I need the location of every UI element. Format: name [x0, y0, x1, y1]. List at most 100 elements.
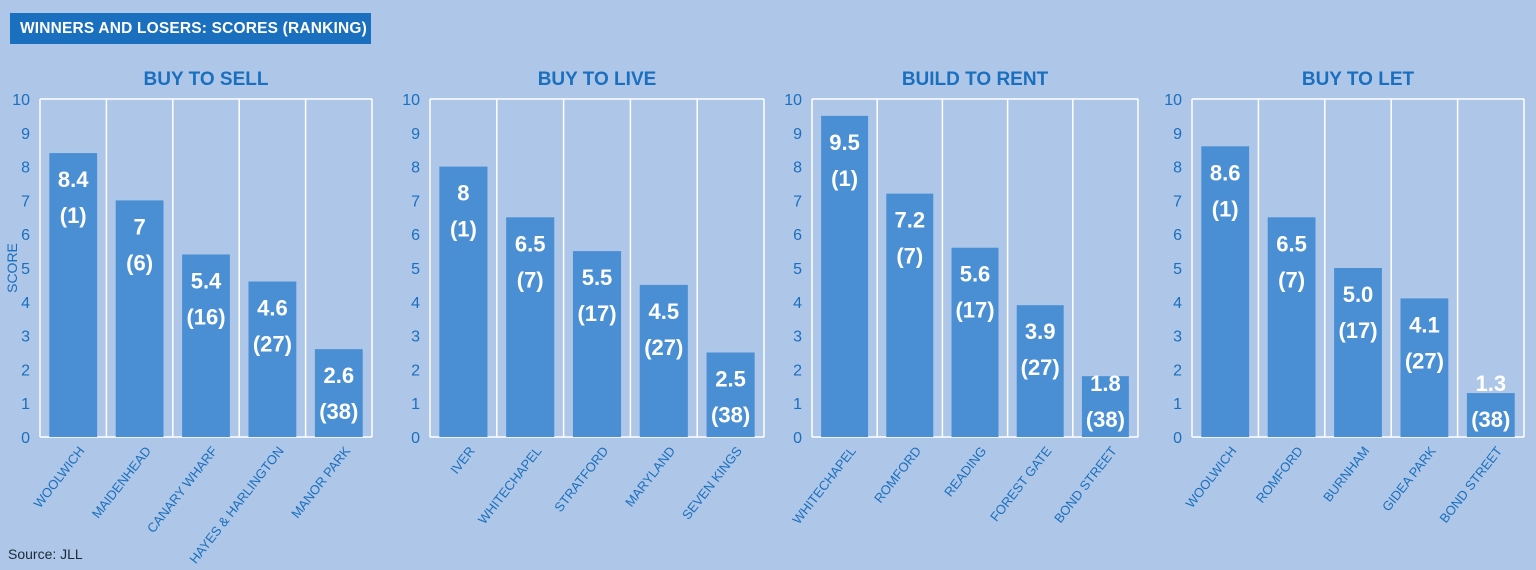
x-tick-label: MARYLAND: [622, 444, 678, 510]
bar-value-label: 7: [133, 214, 145, 239]
bar-value-label: 9.5: [829, 130, 860, 155]
x-tick-label: IVER: [447, 444, 478, 477]
y-tick-label: 2: [1173, 362, 1182, 379]
bar-rank-label: (1): [1212, 196, 1239, 221]
y-tick-label: 1: [1173, 396, 1182, 413]
y-tick-label: 8: [21, 160, 30, 177]
y-tick-label: 5: [793, 261, 802, 278]
y-tick-label: 4: [1173, 295, 1182, 312]
bar-value-label: 5.4: [191, 268, 222, 293]
bar: [639, 284, 688, 437]
bar-rank-label: (38): [711, 403, 750, 428]
x-tick-label: SEVEN KINGS: [679, 443, 745, 522]
bar-rank-label: (7): [517, 267, 544, 292]
bar-rank-label: (38): [1086, 407, 1125, 432]
bar-value-label: 8.6: [1210, 160, 1241, 185]
chart-title: BUILD TO RENT: [902, 69, 1049, 90]
bar-value-label: 5.6: [960, 262, 991, 287]
bar: [248, 281, 297, 437]
y-tick-label: 7: [793, 193, 802, 210]
bar: [1267, 217, 1316, 437]
y-tick-label: 7: [21, 193, 30, 210]
y-tick-label: 3: [21, 329, 30, 346]
y-tick-label: 0: [21, 430, 30, 447]
bar-value-label: 4.6: [257, 296, 288, 321]
bar: [1400, 298, 1449, 437]
bar-rank-label: (27): [1405, 348, 1444, 373]
y-tick-label: 8: [411, 160, 420, 177]
bar-rank-label: (17): [1338, 318, 1377, 343]
bar-value-label: 6.5: [515, 231, 546, 256]
y-tick-label: 2: [793, 362, 802, 379]
y-tick-label: 5: [411, 261, 420, 278]
x-tick-label: STRATFORD: [551, 444, 611, 515]
bar: [314, 349, 363, 437]
y-tick-label: 4: [411, 295, 420, 312]
bar-rank-label: (38): [1471, 407, 1510, 432]
y-tick-label: 0: [793, 430, 802, 447]
y-tick-label: 9: [411, 126, 420, 143]
y-tick-label: 6: [793, 227, 802, 244]
bar-rank-label: (6): [126, 250, 153, 275]
chart-title: BUY TO SELL: [144, 69, 269, 90]
y-tick-label: 10: [784, 92, 802, 109]
y-axis-label: SCORE: [4, 243, 20, 293]
bar: [1081, 376, 1129, 437]
source-note: Source: JLL: [8, 546, 83, 562]
bar-rank-label: (27): [644, 335, 683, 360]
bar-value-label: 4.1: [1409, 312, 1440, 337]
x-tick-label: ROMFORD: [1253, 444, 1306, 506]
y-tick-label: 4: [793, 295, 802, 312]
bar-value-label: 5.5: [582, 265, 613, 290]
bar: [1466, 393, 1515, 437]
y-tick-label: 9: [21, 126, 30, 143]
y-tick-label: 0: [411, 430, 420, 447]
bar-value-label: 2.5: [715, 367, 746, 392]
bar-value-label: 8: [457, 181, 469, 206]
bar-value-label: 7.2: [895, 208, 926, 233]
x-tick-label: WOOLWICH: [31, 444, 88, 511]
bar: [886, 193, 934, 437]
bar-rank-label: (7): [1278, 267, 1305, 292]
bar-rank-label: (17): [577, 301, 616, 326]
y-tick-label: 4: [21, 295, 30, 312]
x-tick-label: BOND STREET: [1436, 444, 1505, 526]
x-tick-label: MANOR PARK: [288, 443, 353, 521]
bar-value-label: 3.9: [1025, 319, 1056, 344]
y-tick-label: 6: [411, 227, 420, 244]
bar-rank-label: (7): [896, 244, 923, 269]
bar-rank-label: (27): [1021, 355, 1060, 380]
bar-value-label: 6.5: [1276, 231, 1307, 256]
y-tick-label: 3: [411, 329, 420, 346]
x-tick-label: ROMFORD: [871, 444, 924, 506]
bar: [821, 115, 869, 438]
y-tick-label: 10: [12, 92, 30, 109]
bar-value-label: 5.0: [1343, 282, 1374, 307]
bar-value-label: 1.3: [1476, 371, 1507, 396]
chart-title: BUY TO LIVE: [538, 69, 657, 90]
x-tick-label: WOOLWICH: [1183, 444, 1240, 511]
chart-title: BUY TO LET: [1302, 69, 1415, 90]
bar-rank-label: (1): [60, 203, 87, 228]
bar: [1334, 268, 1382, 437]
bar: [439, 166, 488, 437]
x-tick-label: FOREST GATE: [987, 443, 1055, 524]
bar-value-label: 8.4: [58, 167, 89, 192]
bar-value-label: 4.5: [649, 299, 680, 324]
y-tick-label: 7: [1173, 193, 1182, 210]
bar: [706, 352, 755, 437]
bar: [951, 247, 999, 437]
y-tick-label: 9: [1173, 126, 1182, 143]
x-tick-label: GIDEA PARK: [1379, 443, 1439, 514]
y-tick-label: 1: [411, 396, 420, 413]
x-tick-label: CANARY WHARF: [144, 444, 220, 536]
bar-value-label: 1.8: [1090, 371, 1121, 396]
bar: [49, 153, 98, 437]
bar-rank-label: (16): [186, 304, 225, 329]
bar-rank-label: (1): [831, 166, 858, 191]
y-tick-label: 2: [411, 362, 420, 379]
y-tick-label: 10: [402, 92, 420, 109]
x-tick-label: WHITECHAPEL: [789, 444, 859, 527]
bar: [182, 254, 230, 437]
